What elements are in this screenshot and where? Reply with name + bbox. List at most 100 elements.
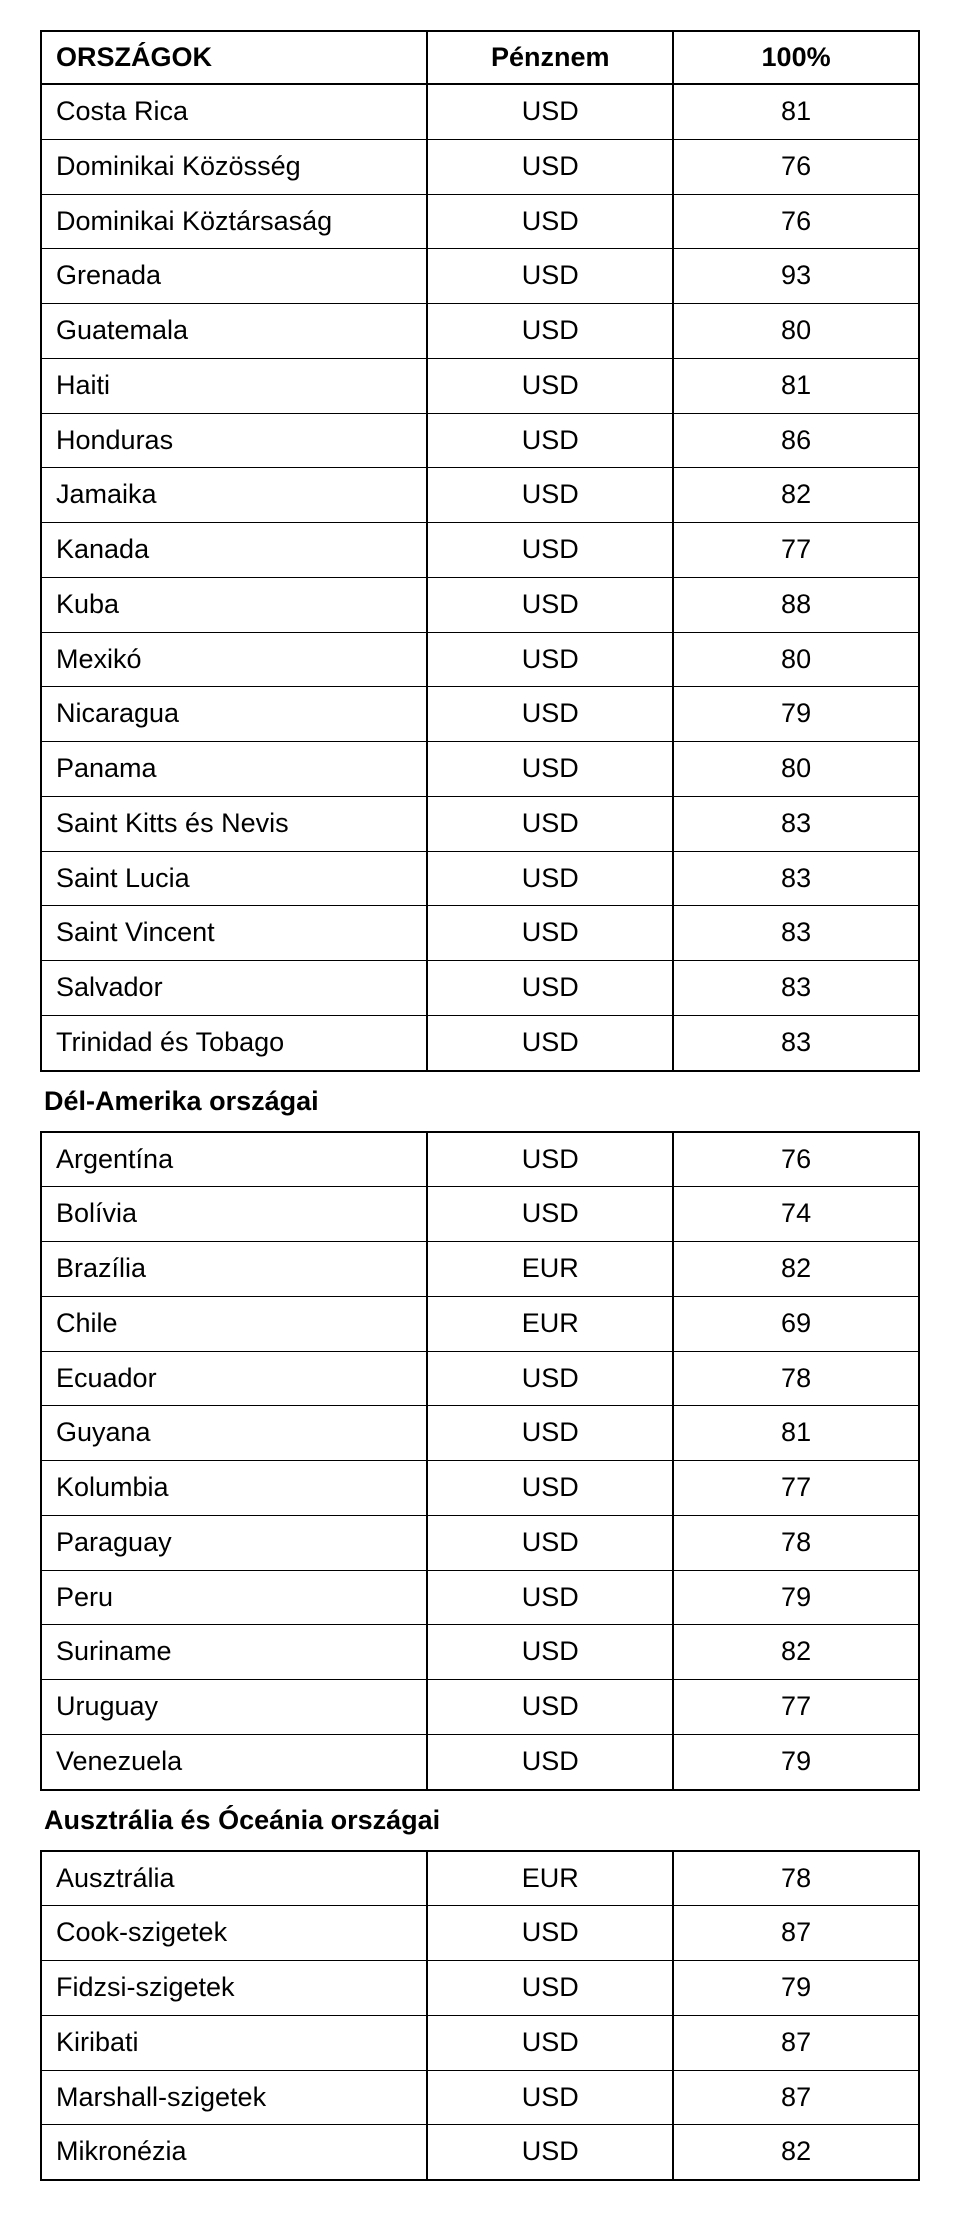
- cell-currency: USD: [427, 1406, 673, 1461]
- cell-currency: USD: [427, 1734, 673, 1789]
- cell-currency: USD: [427, 1515, 673, 1570]
- cell-currency: USD: [427, 632, 673, 687]
- cell-value: 78: [673, 1515, 919, 1570]
- cell-value: 93: [673, 249, 919, 304]
- cell-country: Dominikai Közösség: [41, 139, 427, 194]
- table-row: Costa RicaUSD81: [41, 84, 919, 139]
- cell-country: Ausztrália: [41, 1851, 427, 1906]
- cell-value: 80: [673, 304, 919, 359]
- cell-currency: EUR: [427, 1296, 673, 1351]
- table-row: Fidzsi-szigetekUSD79: [41, 1961, 919, 2016]
- cell-country: Guyana: [41, 1406, 427, 1461]
- cell-country: Peru: [41, 1570, 427, 1625]
- cell-currency: USD: [427, 1906, 673, 1961]
- cell-value: 79: [673, 687, 919, 742]
- cell-country: Trinidad és Tobago: [41, 1015, 427, 1070]
- cell-value: 87: [673, 2070, 919, 2125]
- table-row: Trinidad és TobagoUSD83: [41, 1015, 919, 1070]
- table-row: HondurasUSD86: [41, 413, 919, 468]
- table-row: AusztráliaEUR78: [41, 1851, 919, 1906]
- table-row: NicaraguaUSD79: [41, 687, 919, 742]
- cell-currency: USD: [427, 304, 673, 359]
- cell-value: 83: [673, 796, 919, 851]
- cell-country: Nicaragua: [41, 687, 427, 742]
- cell-currency: USD: [427, 1461, 673, 1516]
- cell-currency: USD: [427, 1132, 673, 1187]
- table-row: PeruUSD79: [41, 1570, 919, 1625]
- table-row: ParaguayUSD78: [41, 1515, 919, 1570]
- countries-table-block3: AusztráliaEUR78Cook-szigetekUSD87Fidzsi-…: [40, 1850, 920, 2182]
- table-row: JamaikaUSD82: [41, 468, 919, 523]
- table-row: SurinameUSD82: [41, 1625, 919, 1680]
- cell-value: 83: [673, 851, 919, 906]
- cell-country: Kiribati: [41, 2015, 427, 2070]
- cell-value: 77: [673, 1680, 919, 1735]
- table-row: PanamaUSD80: [41, 742, 919, 797]
- cell-value: 88: [673, 577, 919, 632]
- cell-currency: USD: [427, 2125, 673, 2180]
- cell-value: 78: [673, 1351, 919, 1406]
- cell-value: 76: [673, 1132, 919, 1187]
- table-row: VenezuelaUSD79: [41, 1734, 919, 1789]
- table-row: Dominikai KözösségUSD76: [41, 139, 919, 194]
- cell-value: 87: [673, 1906, 919, 1961]
- cell-country: Panama: [41, 742, 427, 797]
- cell-country: Costa Rica: [41, 84, 427, 139]
- cell-country: Saint Lucia: [41, 851, 427, 906]
- table-row: Dominikai KöztársaságUSD76: [41, 194, 919, 249]
- cell-currency: USD: [427, 523, 673, 578]
- table-row: UruguayUSD77: [41, 1680, 919, 1735]
- cell-country: Marshall-szigetek: [41, 2070, 427, 2125]
- cell-country: Bolívia: [41, 1187, 427, 1242]
- table-row: HaitiUSD81: [41, 358, 919, 413]
- cell-currency: USD: [427, 413, 673, 468]
- cell-country: Suriname: [41, 1625, 427, 1680]
- table-row: EcuadorUSD78: [41, 1351, 919, 1406]
- cell-value: 82: [673, 1242, 919, 1297]
- cell-value: 77: [673, 523, 919, 578]
- table-row: Saint VincentUSD83: [41, 906, 919, 961]
- cell-value: 76: [673, 194, 919, 249]
- cell-value: 83: [673, 906, 919, 961]
- cell-currency: USD: [427, 139, 673, 194]
- cell-value: 77: [673, 1461, 919, 1516]
- cell-currency: USD: [427, 961, 673, 1016]
- cell-currency: USD: [427, 468, 673, 523]
- cell-country: Paraguay: [41, 1515, 427, 1570]
- cell-currency: EUR: [427, 1242, 673, 1297]
- document-page: ORSZÁGOK Pénznem 100% Costa RicaUSD81Dom…: [0, 0, 960, 2221]
- cell-value: 83: [673, 1015, 919, 1070]
- table-row: MikronéziaUSD82: [41, 2125, 919, 2180]
- cell-country: Grenada: [41, 249, 427, 304]
- table-row: ArgentínaUSD76: [41, 1132, 919, 1187]
- cell-currency: USD: [427, 1680, 673, 1735]
- cell-value: 81: [673, 1406, 919, 1461]
- table-row: Saint Kitts és NevisUSD83: [41, 796, 919, 851]
- cell-value: 82: [673, 1625, 919, 1680]
- cell-value: 81: [673, 84, 919, 139]
- cell-value: 76: [673, 139, 919, 194]
- table-row: KiribatiUSD87: [41, 2015, 919, 2070]
- cell-country: Dominikai Köztársaság: [41, 194, 427, 249]
- cell-country: Saint Vincent: [41, 906, 427, 961]
- table-row: ChileEUR69: [41, 1296, 919, 1351]
- cell-currency: USD: [427, 2070, 673, 2125]
- table-row: BrazíliaEUR82: [41, 1242, 919, 1297]
- cell-country: Kanada: [41, 523, 427, 578]
- table-row: KanadaUSD77: [41, 523, 919, 578]
- countries-table-block1: ORSZÁGOK Pénznem 100% Costa RicaUSD81Dom…: [40, 30, 920, 1072]
- cell-currency: USD: [427, 194, 673, 249]
- table-header-row: ORSZÁGOK Pénznem 100%: [41, 31, 919, 84]
- table-row: Cook-szigetekUSD87: [41, 1906, 919, 1961]
- table-row: GuatemalaUSD80: [41, 304, 919, 359]
- cell-currency: USD: [427, 1570, 673, 1625]
- cell-currency: USD: [427, 851, 673, 906]
- cell-value: 82: [673, 468, 919, 523]
- cell-currency: USD: [427, 358, 673, 413]
- cell-value: 81: [673, 358, 919, 413]
- cell-value: 87: [673, 2015, 919, 2070]
- table-row: GuyanaUSD81: [41, 1406, 919, 1461]
- table-row: Saint LuciaUSD83: [41, 851, 919, 906]
- cell-currency: USD: [427, 1625, 673, 1680]
- cell-value: 80: [673, 742, 919, 797]
